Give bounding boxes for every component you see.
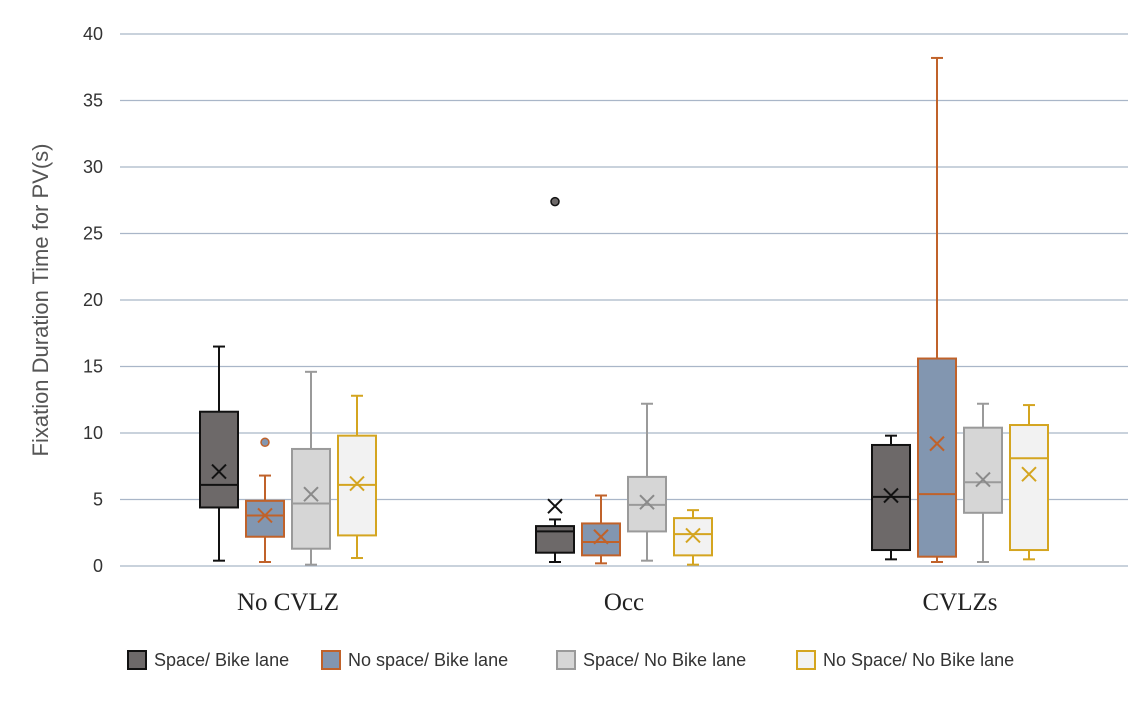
box-iqr <box>199 410 239 509</box>
box-3-2 <box>1009 404 1049 561</box>
x-category-label: No CVLZ <box>237 589 339 616</box>
y-tick-label: 15 <box>83 357 103 377</box>
mean-marker <box>975 471 991 488</box>
legend-label: No Space/ No Bike lane <box>823 650 1014 670</box>
box-iqr <box>1009 424 1049 552</box>
legend-label: Space/ Bike lane <box>154 650 289 670</box>
mean-marker <box>349 475 365 492</box>
box-iqr <box>917 357 957 558</box>
legend-label: No space/ Bike lane <box>348 650 508 670</box>
box-iqr <box>291 447 331 550</box>
y-tick-label: 25 <box>83 224 103 244</box>
legend-swatch <box>796 650 816 670</box>
box-2-2 <box>963 402 1003 564</box>
box-series <box>199 56 1049 566</box>
y-tick-label: 10 <box>83 423 103 443</box>
box-1-2 <box>917 56 957 564</box>
legend-label: Space/ No Bike lane <box>583 650 746 670</box>
box-iqr <box>535 525 575 554</box>
box-1-0 <box>245 437 285 564</box>
y-tick-label: 20 <box>83 290 103 310</box>
legend-swatch <box>127 650 147 670</box>
legend-swatch <box>321 650 341 670</box>
box-0-0 <box>199 345 239 562</box>
box-iqr <box>581 522 621 557</box>
mean-marker <box>547 498 563 514</box>
box-iqr <box>245 499 285 538</box>
mean-marker <box>685 527 701 544</box>
y-tick-label: 5 <box>93 490 103 510</box>
legend: Space/ Bike lane No space/ Bike lane Space… <box>127 650 1014 670</box>
box-3-0 <box>337 394 377 560</box>
y-tick-label: 40 <box>83 24 103 44</box>
outlier-point <box>260 437 270 448</box>
box-0-1 <box>535 196 575 564</box>
mean-marker <box>639 494 655 510</box>
legend-swatch <box>556 650 576 670</box>
mean-marker <box>1021 466 1037 482</box>
x-category-label: Occ <box>604 589 644 616</box>
y-axis: 0 5 10 15 20 25 30 35 40 <box>83 24 103 576</box>
box-iqr <box>963 426 1003 514</box>
box-2-0 <box>291 370 331 566</box>
y-tick-label: 30 <box>83 157 103 177</box>
y-tick-label: 35 <box>83 91 103 111</box>
mean-marker <box>257 507 273 524</box>
gridlines <box>120 33 1128 567</box>
mean-marker <box>211 463 227 480</box>
y-axis-label: Fixation Duration Time for PV(s) <box>28 144 53 457</box>
mean-marker <box>929 435 945 452</box>
box-2-1 <box>627 402 667 562</box>
y-tick-label: 0 <box>93 556 103 576</box>
box-3-1 <box>673 509 713 566</box>
x-category-label: CVLZs <box>923 589 998 616</box>
box-0-2 <box>871 434 911 561</box>
box-1-1 <box>581 494 621 565</box>
mean-marker <box>303 486 319 502</box>
mean-marker <box>593 529 609 545</box>
mean-marker <box>883 487 899 504</box>
outlier-point <box>550 196 560 207</box>
x-axis: No CVLZ Occ CVLZs <box>237 589 998 616</box>
